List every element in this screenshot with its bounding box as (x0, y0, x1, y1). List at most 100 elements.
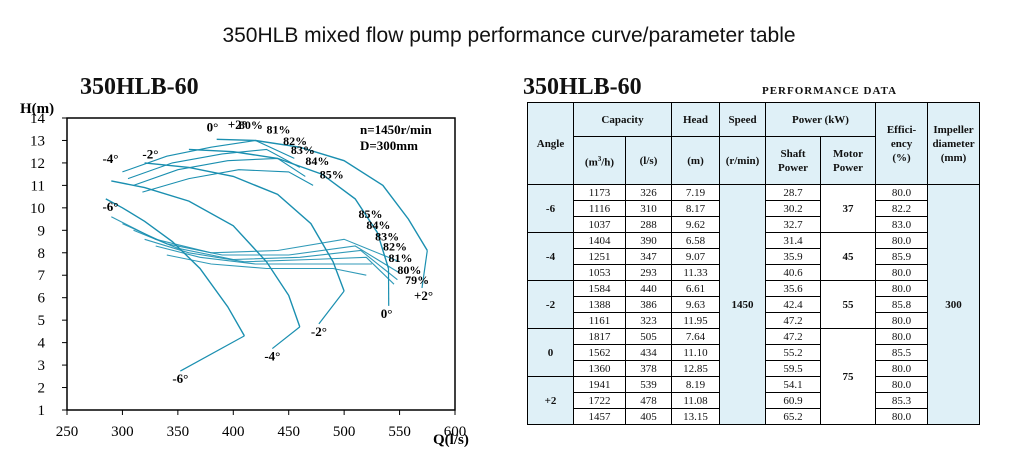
chart-annotation: n=1450r/min (360, 122, 432, 137)
header-angle: Angle (527, 102, 574, 185)
angle-cell: 0 (527, 328, 574, 377)
x-tick-label: 600 (444, 424, 467, 440)
speed-cell: 1450 (719, 184, 767, 425)
efficiency-contour (133, 157, 306, 186)
page-title: 350HLB mixed flow pump performance curve… (222, 24, 796, 47)
shaft-power-cell: 28.7 (765, 184, 822, 201)
table-row: -6 1173 326 7.19 1450 28.7 37 80.0 300 (527, 184, 981, 425)
header-speed-unit: (r/min) (719, 136, 767, 185)
header-speed: Speed (719, 102, 767, 137)
capacity-ls-cell: 505 (624, 328, 673, 345)
efficiency-contour (127, 148, 301, 180)
head-cell: 6.58 (671, 232, 721, 249)
efficiency-label: 81% (267, 123, 291, 137)
capacity-ls-cell: 293 (624, 264, 673, 281)
chart-annotation: D=300mm (360, 138, 418, 153)
capacity-m3h-cell: 1173 (573, 184, 626, 201)
capacity-ls-cell: 288 (624, 216, 673, 233)
header-impeller: Impeller diameter (mm) (927, 102, 981, 185)
efficiency-cell: 85.9 (875, 248, 929, 265)
y-tick-label: 7 (38, 268, 46, 284)
angle-label: -4° (102, 151, 118, 166)
x-tick-label: 550 (388, 424, 411, 440)
header-shaft-power: Shaft Power (765, 136, 822, 185)
header-efficiency: Effici-ency (%) (875, 102, 929, 185)
y-tick-label: 12 (30, 156, 45, 172)
header-capacity-m3h: (m3/h) (573, 136, 626, 185)
capacity-m3h-cell: 1161 (573, 312, 626, 329)
y-tick-label: 5 (38, 313, 46, 329)
x-axis-label: Q(l/s) (433, 432, 469, 448)
efficiency-label: 79% (405, 273, 429, 287)
y-tick-label: 4 (38, 336, 46, 352)
table-row: -4 1404 390 6.58 31.4 45 80.0 (527, 232, 980, 281)
header-motor-power: Motor Power (820, 136, 877, 185)
header-head-unit: (m) (671, 136, 721, 185)
motor-power-cell: 45 (820, 232, 877, 281)
efficiency-cell: 85.5 (875, 344, 929, 361)
angle-label: 0° (207, 119, 219, 134)
angle-leader-line (318, 290, 345, 325)
capacity-m3h-cell: 1941 (573, 376, 626, 393)
capacity-ls-cell: 326 (624, 184, 673, 201)
motor-power-cell: 75 (820, 328, 877, 425)
efficiency-contour (144, 238, 395, 285)
efficiency-cell: 80.0 (875, 360, 929, 377)
efficiency-cell: 80.0 (875, 184, 929, 201)
efficiency-label: 83% (375, 229, 399, 243)
capacity-m3h-cell: 1562 (573, 344, 626, 361)
angle-leader-line (271, 326, 301, 350)
header-power: Power (kW) (765, 102, 877, 137)
efficiency-cell: 82.2 (875, 200, 929, 217)
y-tick-label: 1 (38, 403, 46, 419)
shaft-power-cell: 35.6 (765, 280, 822, 297)
head-cell: 9.62 (671, 216, 721, 233)
capacity-m3h-cell: 1251 (573, 248, 626, 265)
y-tick-label: 13 (30, 133, 45, 149)
head-cell: 13.15 (671, 408, 721, 425)
y-tick-label: 3 (38, 358, 46, 374)
head-cell: 11.10 (671, 344, 721, 361)
shaft-power-cell: 47.2 (765, 312, 822, 329)
shaft-power-cell: 35.9 (765, 248, 822, 265)
y-tick-label: 11 (31, 178, 45, 194)
capacity-ls-cell: 390 (624, 232, 673, 249)
efficiency-label: 84% (366, 218, 390, 232)
shaft-power-cell: 54.1 (765, 376, 822, 393)
shaft-power-cell: 59.5 (765, 360, 822, 377)
efficiency-cell: 80.0 (875, 408, 929, 425)
capacity-ls-cell: 310 (624, 200, 673, 217)
efficiency-label: 80% (239, 118, 263, 132)
capacity-m3h-cell: 1817 (573, 328, 626, 345)
performance-chart: 250 300 350 400 450 500 550 6001234567891011121… (20, 101, 469, 448)
x-tick-label: 500 (333, 424, 356, 440)
angle-cell: -4 (527, 232, 574, 281)
angle-cell: -6 (527, 184, 574, 233)
capacity-m3h-cell: 1360 (573, 360, 626, 377)
capacity-ls-cell: 440 (624, 280, 673, 297)
performance-table: Angle Capacity Head Speed Power (kW) Eff… (527, 102, 981, 425)
efficiency-label: 81% (388, 251, 412, 265)
efficiency-cell: 80.0 (875, 232, 929, 249)
capacity-ls-cell: 478 (624, 392, 673, 409)
head-cell: 11.33 (671, 264, 721, 281)
efficiency-contour (142, 169, 314, 193)
angle-leader-line (180, 335, 245, 372)
shaft-power-cell: 42.4 (765, 296, 822, 313)
head-cell: 6.61 (671, 280, 721, 297)
efficiency-label: 80% (397, 263, 421, 277)
efficiency-label: 84% (305, 154, 329, 168)
capacity-ls-cell: 347 (624, 248, 673, 265)
capacity-m3h-cell: 1053 (573, 264, 626, 281)
angle-label: -4° (264, 349, 280, 364)
table-row: 0 1817 505 7.64 47.2 75 80.0 (527, 328, 980, 425)
capacity-ls-cell: 405 (624, 408, 673, 425)
head-cell: 9.63 (671, 296, 721, 313)
table-row: 1360 378 12.85 59.5 80.0 (528, 360, 980, 377)
efficiency-contour (133, 229, 398, 281)
impeller-cell: 300 (927, 184, 981, 425)
head-curve-line (188, 148, 390, 269)
angle-cell: +2 (527, 376, 574, 425)
angle-label: -6° (172, 371, 188, 386)
table-row: 1161 323 11.95 47.2 80.0 (528, 312, 980, 329)
